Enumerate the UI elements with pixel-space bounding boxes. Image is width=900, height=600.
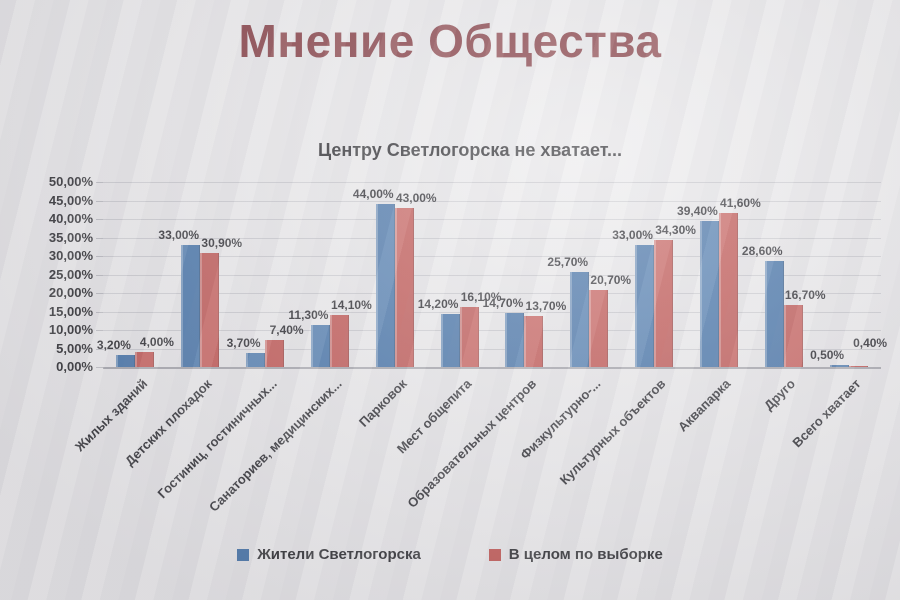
category-label: Культурных объектов	[557, 376, 669, 488]
legend-label: В целом по выборке	[508, 546, 663, 563]
y-axis-tickmark	[96, 200, 103, 202]
category-label: Друго	[761, 376, 799, 414]
data-label: 14,70%	[482, 295, 524, 310]
gridline	[103, 311, 881, 313]
category-label: Гостиниц, гостиничных...	[154, 376, 280, 502]
y-axis-tick-label: 50,00%	[48, 174, 93, 189]
bar-chart-plot-area: 50,00% 45,00% 40,00% 35,00% 30,00% 25,00% 20,0…	[49, 174, 887, 515]
legend-swatch-residents	[237, 548, 250, 561]
gridline	[103, 200, 881, 202]
data-label: 25,70%	[547, 254, 589, 269]
bar-overall	[654, 240, 674, 367]
data-label: 16,70%	[784, 288, 826, 303]
bar-overall	[135, 352, 155, 367]
data-label: 20,70%	[590, 273, 632, 288]
legend-item: Жители Светлогорска	[237, 546, 421, 563]
data-label: 0,40%	[853, 335, 888, 350]
category-label: Парковок	[355, 376, 410, 430]
bar-residents	[440, 314, 460, 367]
data-label: 43,00%	[395, 190, 437, 205]
y-axis-tick-label: 30,00%	[48, 248, 93, 263]
data-label: 44,00%	[352, 187, 394, 202]
category-label: Образовательных центров	[404, 376, 540, 511]
y-axis-tickmark	[96, 348, 103, 350]
data-label: 33,00%	[612, 227, 653, 242]
bar-residents	[635, 244, 655, 367]
y-axis-tickmark	[96, 293, 103, 294]
gridline	[103, 237, 881, 239]
legend-label: Жители Светлогорска	[257, 546, 421, 563]
y-axis-tickmark	[96, 256, 103, 257]
bar-overall	[783, 305, 803, 367]
data-label: 3,20%	[96, 338, 131, 353]
bar-residents	[505, 312, 525, 367]
data-label: 16,10%	[460, 290, 502, 305]
gridline	[103, 219, 881, 220]
bar-overall	[200, 252, 220, 367]
bar-overall	[524, 316, 544, 367]
legend-swatch-overall	[488, 548, 501, 561]
bar-residents	[116, 355, 136, 367]
bar-residents	[375, 204, 395, 367]
data-label: 4,00%	[139, 335, 174, 350]
data-label: 3,70%	[226, 336, 261, 351]
data-label: 28,60%	[741, 244, 783, 259]
bar-residents	[570, 271, 590, 367]
y-axis-tickmark	[96, 311, 103, 313]
bar-residents	[699, 221, 719, 367]
bar-overall	[589, 290, 609, 367]
gridline	[103, 367, 881, 369]
bar-residents	[181, 244, 201, 367]
gridline	[103, 348, 881, 350]
gridline	[103, 274, 881, 276]
data-label: 34,30%	[655, 223, 696, 238]
data-label: 39,40%	[677, 204, 718, 219]
data-label: 14,20%	[417, 297, 459, 312]
y-axis-tick-label: 10,00%	[48, 322, 93, 337]
gridline	[103, 182, 881, 183]
category-label: Санаториев, медицинских...	[205, 376, 345, 515]
bar-overall	[329, 314, 349, 367]
y-axis-tickmark	[96, 274, 103, 276]
y-axis-tickmark	[96, 219, 103, 220]
bar-residents	[829, 365, 849, 367]
bar-residents	[764, 261, 784, 367]
data-label: 41,60%	[720, 196, 761, 211]
bar-overall	[848, 365, 868, 367]
page-title: Мнение Общества	[238, 15, 662, 67]
data-label: 14,10%	[331, 297, 372, 312]
y-axis-tickmark	[96, 367, 103, 368]
y-axis-tick-label: 25,00%	[48, 266, 93, 282]
y-axis-tick-label: 20,00%	[48, 285, 93, 300]
y-axis-tick-label: 0,00%	[56, 359, 93, 374]
data-label: 0,50%	[810, 348, 845, 363]
bar-overall	[265, 339, 285, 367]
y-axis-tick-label: 15,00%	[48, 303, 93, 319]
y-axis-tickmark	[96, 237, 103, 239]
bar-residents	[246, 353, 266, 367]
y-axis-tick-label: 45,00%	[48, 192, 93, 208]
data-label: 11,30%	[288, 308, 329, 323]
data-label: 7,40%	[269, 322, 304, 337]
bar-overall	[394, 207, 414, 367]
bar-residents	[310, 325, 330, 367]
y-axis-tick-label: 40,00%	[48, 211, 93, 226]
y-axis-tickmark	[96, 330, 103, 331]
chart-legend: Жители Светлогорска В целом по выборке	[0, 546, 900, 563]
data-label: 30,90%	[201, 235, 243, 250]
bar-overall	[459, 307, 479, 367]
y-axis-tick-label: 5,00%	[56, 340, 93, 356]
y-axis-tick-label: 35,00%	[48, 229, 93, 245]
category-label: Всего хватает	[788, 376, 864, 451]
data-label: 13,70%	[525, 299, 567, 314]
gridline	[103, 256, 881, 257]
category-label: Аквапарка	[675, 376, 734, 435]
data-label: 33,00%	[158, 227, 200, 242]
gridline	[103, 330, 881, 331]
gridline	[103, 293, 881, 294]
y-axis-tickmark	[96, 182, 103, 183]
bar-overall	[718, 213, 738, 367]
chart-title: Центру Светлогорска не хватает...	[317, 140, 623, 160]
legend-item: В целом по выборке	[488, 546, 663, 563]
